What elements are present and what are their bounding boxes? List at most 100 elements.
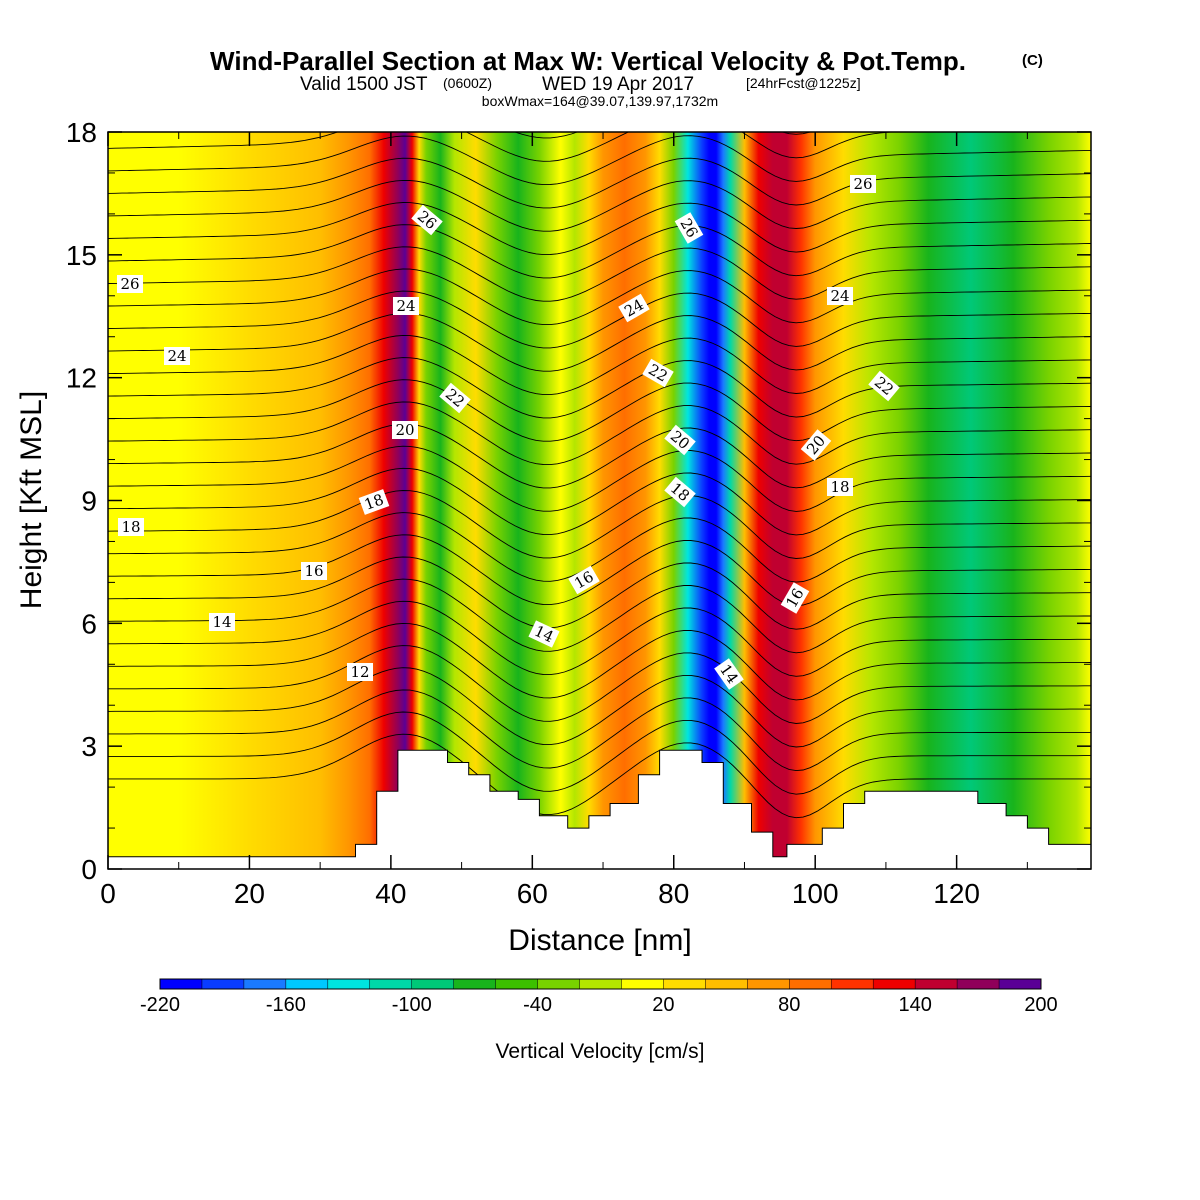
- svg-text:24: 24: [396, 297, 415, 315]
- y-tick-label: 3: [81, 731, 97, 762]
- y-tick-label: 12: [66, 363, 97, 394]
- x-tick-label: 80: [658, 878, 689, 909]
- svg-text:18: 18: [830, 478, 849, 496]
- theta-contour: [108, 711, 1091, 795]
- x-tick-label: 20: [234, 878, 265, 909]
- colorbar-swatch: [243, 979, 287, 989]
- x-axis-label: Distance [nm]: [508, 924, 691, 957]
- svg-text:12: 12: [350, 663, 369, 681]
- theta-contour: [108, 268, 1091, 326]
- theta-contour: [108, 556, 1091, 630]
- theta-label: 24: [164, 347, 190, 365]
- colorbar-tick-label: 20: [652, 994, 674, 1016]
- colorbar-swatch: [831, 979, 874, 989]
- theta-contour: [108, 202, 1091, 256]
- theta-contour: [108, 733, 1091, 819]
- theta-contour: [108, 334, 1091, 396]
- theta-contour: [108, 445, 1091, 512]
- theta-label: 24: [827, 287, 853, 305]
- colorbar-tick-label: -160: [266, 994, 306, 1016]
- y-axis-label: Height [Kft MSL]: [15, 391, 48, 609]
- theta-contour: [108, 401, 1091, 466]
- colorbar-swatch: [663, 979, 706, 989]
- colorbar-swatch: [495, 979, 539, 989]
- theta-contour: [108, 357, 1091, 419]
- y-tick-label: 18: [66, 117, 97, 148]
- box-max-info: boxWmax=164@39.07,139.97,1732m: [482, 93, 718, 109]
- theta-contour: [108, 622, 1091, 701]
- colorbar-swatch: [621, 979, 664, 989]
- colorbar-label: Vertical Velocity [cm/s]: [496, 1040, 705, 1063]
- svg-text:20: 20: [395, 421, 414, 439]
- y-axis: 0 3 6 9 12 15 18: [66, 117, 1091, 885]
- colorbar-swatch: [537, 979, 581, 989]
- colorbar-swatch: [411, 979, 455, 989]
- svg-text:26: 26: [853, 175, 872, 193]
- colorbar-swatch: [915, 979, 958, 989]
- theta-contour: [108, 132, 901, 162]
- theta-contour: [108, 667, 1091, 748]
- colorbar-swatch: [579, 979, 622, 989]
- theta-label: 26: [117, 275, 143, 293]
- theta-contour: [108, 157, 1091, 209]
- colorbar-swatch: [285, 979, 329, 989]
- theta-contour: [108, 312, 1091, 372]
- theta-contour: [108, 224, 1091, 279]
- y-tick-label: 15: [66, 240, 97, 271]
- theta-contour: [108, 290, 1091, 349]
- colorbar: -220 -160 -100 -40 20 80 140 200: [140, 978, 1058, 1016]
- colorbar-tick-label: 80: [778, 994, 800, 1016]
- colorbar-swatch: [201, 979, 245, 989]
- theta-contour: [108, 490, 1091, 559]
- colorbar-swatch: [957, 979, 1000, 989]
- svg-text:24: 24: [167, 347, 186, 365]
- potential-temperature-contours: [108, 132, 1091, 819]
- theta-contour: [108, 534, 1091, 607]
- colorbar-swatch: [453, 979, 497, 989]
- theta-label: 22: [642, 358, 674, 388]
- valid-date: WED 19 Apr 2017: [542, 74, 694, 95]
- colorbar-swatch: [369, 979, 413, 989]
- theta-label: 14: [209, 613, 235, 631]
- x-tick-label: 0: [100, 878, 116, 909]
- colorbar-tick-label: -220: [140, 994, 180, 1016]
- svg-text:18: 18: [362, 490, 386, 513]
- valid-prefix: Valid 1500 JST: [300, 74, 428, 95]
- theta-label: 26: [850, 175, 876, 193]
- colorbar-swatch: [747, 979, 790, 989]
- theta-contour: [108, 600, 1091, 677]
- valid-time-line: Valid 1500 JST (0600Z) WED 19 Apr 2017 […: [300, 74, 861, 95]
- theta-label: 18: [358, 489, 390, 515]
- svg-text:26: 26: [120, 275, 139, 293]
- theta-contour: [108, 423, 1091, 489]
- theta-contour: [108, 689, 1091, 772]
- theta-contour: [108, 135, 1091, 186]
- x-tick-label: 40: [375, 878, 406, 909]
- valid-forecast: [24hrFcst@1225z]: [746, 75, 861, 91]
- theta-contour: [108, 578, 1091, 654]
- theta-label: 18: [118, 518, 144, 536]
- theta-label: 24: [393, 297, 419, 315]
- y-tick-label: 6: [81, 608, 97, 639]
- colorbar-tick-label: -40: [523, 994, 552, 1016]
- x-tick-label: 120: [933, 878, 980, 909]
- colorbar-tick-label: -100: [392, 994, 432, 1016]
- x-tick-label: 60: [517, 878, 548, 909]
- theta-contour: [108, 467, 1091, 536]
- x-axis: 0 20 40 60 80 100 120: [100, 132, 1028, 909]
- colorbar-swatch: [705, 979, 748, 989]
- colorbar-swatch: [789, 979, 832, 989]
- svg-text:18: 18: [121, 518, 140, 536]
- terrain-profile: [107, 749, 1092, 870]
- x-tick-label: 100: [792, 878, 839, 909]
- theta-label: 16: [301, 562, 327, 580]
- chart-title: Wind-Parallel Section at Max W: Vertical…: [210, 46, 966, 76]
- svg-text:14: 14: [212, 613, 231, 631]
- y-tick-label: 9: [81, 486, 97, 517]
- svg-text:24: 24: [830, 287, 849, 305]
- vertical-velocity-field: [108, 132, 1091, 869]
- colorbar-tick-label: 140: [898, 994, 931, 1016]
- theta-label: 18: [827, 478, 853, 496]
- theta-label: 20: [392, 421, 418, 439]
